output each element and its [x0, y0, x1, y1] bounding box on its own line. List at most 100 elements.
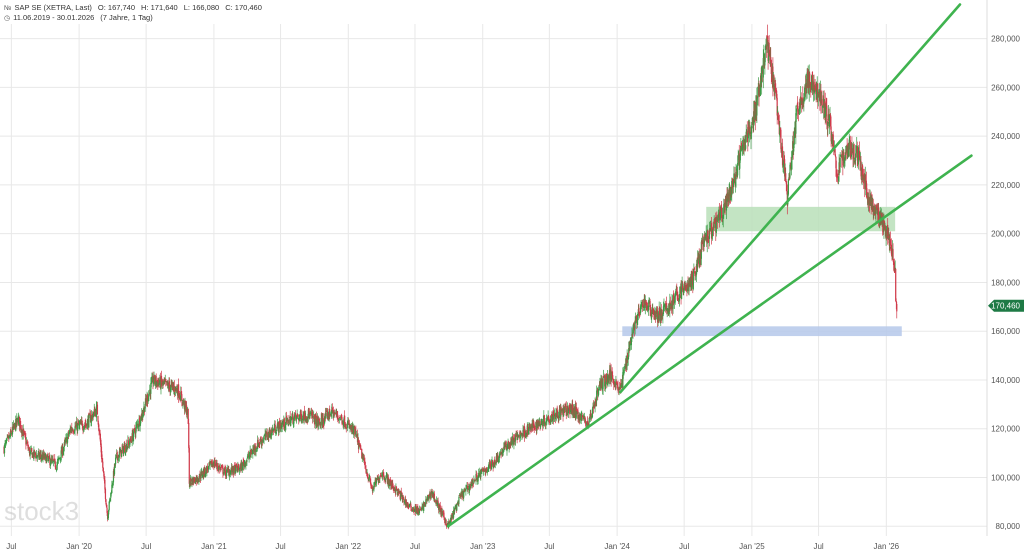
- candle-body: [142, 411, 144, 414]
- candle-body: [763, 55, 765, 57]
- candle-body: [859, 156, 861, 162]
- candle-body: [614, 384, 616, 387]
- candle-body: [409, 505, 411, 506]
- candle-body: [567, 407, 569, 414]
- candle-body: [19, 420, 22, 429]
- candle-body: [543, 415, 545, 424]
- candle-body: [777, 110, 779, 114]
- candle-body: [49, 458, 51, 466]
- candle-body: [506, 444, 509, 449]
- candle-body: [662, 314, 664, 317]
- candle-body: [693, 267, 696, 270]
- candle-body: [470, 483, 472, 486]
- last-price-label: 170,460: [991, 302, 1020, 311]
- candle-body: [684, 282, 686, 285]
- candle-body: [442, 511, 444, 513]
- candle-body: [518, 434, 520, 438]
- candle-body: [795, 113, 797, 134]
- candle-body: [170, 384, 172, 390]
- candle-body: [473, 479, 475, 484]
- candle-body: [370, 485, 372, 488]
- candle-body: [363, 458, 366, 464]
- candle-body: [272, 428, 274, 431]
- candle-body: [110, 492, 112, 498]
- candle-body: [376, 477, 378, 480]
- candle-body: [780, 129, 782, 150]
- candle-body: [678, 300, 680, 302]
- candle-body: [666, 303, 668, 309]
- candle-body: [751, 124, 753, 125]
- candle-body: [273, 429, 275, 432]
- candle-body: [653, 312, 655, 314]
- candle-body: [84, 425, 86, 427]
- candle-body: [770, 59, 772, 74]
- candle-body: [108, 501, 110, 510]
- candle-body: [322, 418, 324, 423]
- candle-body: [237, 464, 239, 473]
- candle-body: [618, 388, 620, 391]
- candle-body: [527, 431, 529, 434]
- candle-body: [551, 416, 553, 422]
- candle-body: [697, 257, 699, 268]
- candle-body: [355, 435, 358, 437]
- candle-body: [887, 235, 889, 237]
- candle-body: [373, 482, 375, 490]
- candle-body: [472, 483, 474, 485]
- last-price-badge: [988, 299, 1024, 312]
- candle-body: [865, 175, 867, 181]
- grid: [0, 24, 987, 536]
- candle-body: [766, 35, 769, 39]
- candle-body: [473, 479, 476, 481]
- candle-body: [617, 386, 619, 389]
- zone-green: [706, 206, 896, 232]
- candle-body: [31, 447, 33, 452]
- candle-body: [519, 432, 521, 439]
- zone-blue: [622, 326, 902, 337]
- candle-body: [176, 388, 178, 392]
- candle-body: [741, 144, 744, 151]
- candle-body: [857, 151, 859, 165]
- candle-body: [702, 242, 705, 247]
- candle-body: [68, 433, 70, 436]
- candle-body: [53, 459, 55, 463]
- candle-body: [853, 143, 855, 159]
- candle-body: [207, 468, 209, 471]
- candle-body: [601, 378, 603, 389]
- candle-body: [37, 456, 39, 458]
- candle-body: [896, 304, 898, 312]
- candle-body: [692, 272, 694, 290]
- candle-body: [366, 472, 368, 474]
- candle-body: [590, 413, 592, 415]
- candle-body: [220, 467, 222, 469]
- candle-body: [710, 223, 713, 239]
- candle-body: [344, 415, 346, 428]
- candle-body: [372, 488, 374, 491]
- trendline: [446, 154, 973, 528]
- candle-body: [866, 188, 868, 199]
- candle-body: [222, 473, 225, 475]
- candle-body: [585, 422, 587, 425]
- candle-body: [346, 423, 348, 428]
- candle-body: [407, 503, 409, 508]
- candle-body: [186, 413, 188, 415]
- candle-body: [505, 445, 508, 451]
- candle-body: [120, 449, 123, 458]
- candle-body: [528, 423, 530, 432]
- candle-body: [439, 505, 441, 513]
- chart-header: № SAP SE (XETRA, Last) O: 167,740 H: 171,64…: [4, 3, 262, 12]
- candle-body: [331, 407, 333, 413]
- candle-body: [434, 500, 437, 502]
- candle-body: [632, 323, 635, 330]
- zones: [622, 206, 902, 337]
- candle-body: [242, 460, 244, 463]
- candle-body: [370, 482, 372, 486]
- candle-body: [121, 448, 123, 450]
- candle-body: [853, 160, 856, 162]
- candle-body: [797, 105, 799, 110]
- candle-body: [173, 385, 175, 392]
- candle-body: [326, 410, 328, 412]
- candle-body: [235, 465, 237, 473]
- candle-body: [100, 443, 102, 453]
- candle-body: [206, 467, 209, 470]
